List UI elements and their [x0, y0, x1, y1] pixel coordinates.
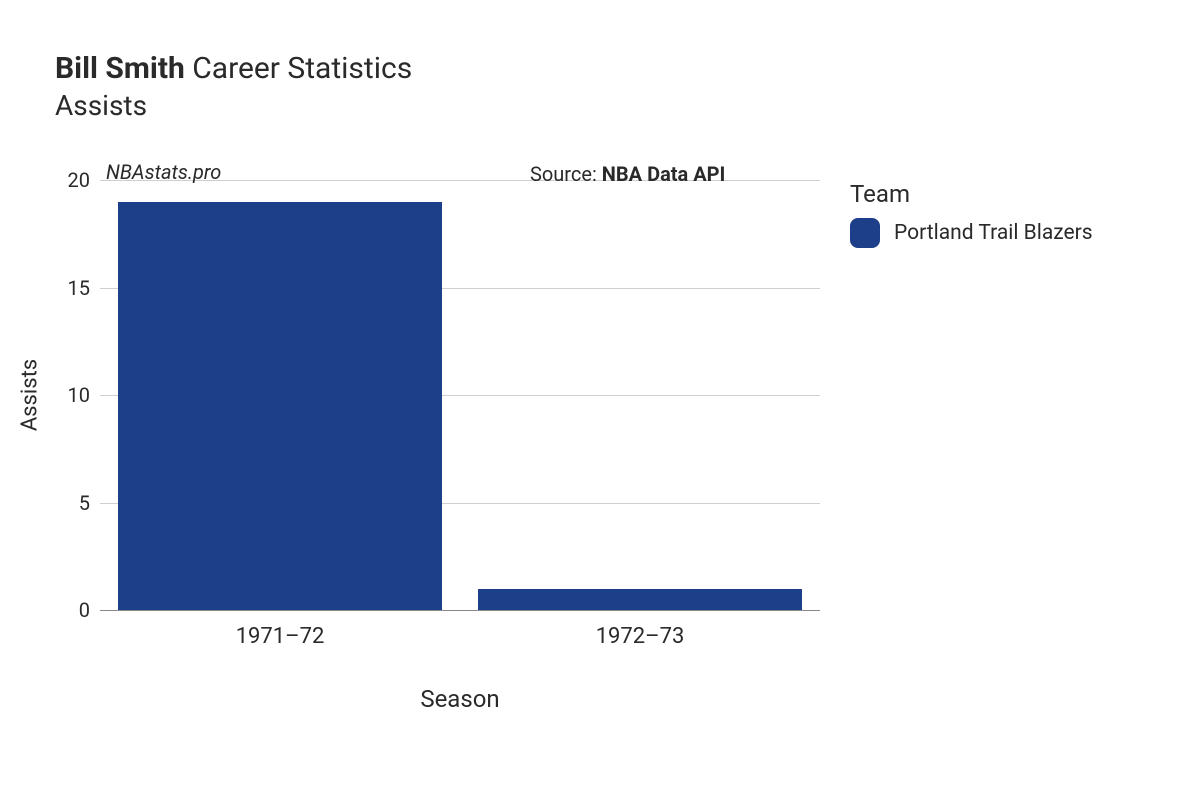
x-axis-label: Season — [420, 685, 499, 713]
watermark-text: NBAstats.pro — [106, 160, 221, 184]
source-attribution: Source: NBA Data API — [530, 162, 725, 186]
y-axis-label: Assists — [18, 359, 43, 431]
source-prefix: Source: — [530, 162, 602, 186]
title-player-name: Bill Smith — [55, 51, 185, 86]
plot-area: 051015201971–721972–73 — [100, 180, 820, 610]
y-tick-label: 5 — [50, 491, 90, 515]
legend-item-label: Portland Trail Blazers — [894, 221, 1093, 245]
x-tick-label: 1971–72 — [236, 624, 325, 649]
chart-title: Bill Smith Career Statistics — [55, 50, 1155, 88]
legend-item: Portland Trail Blazers — [850, 218, 1093, 248]
y-tick-label: 10 — [50, 383, 90, 407]
legend-swatch — [850, 218, 880, 248]
legend: Team Portland Trail Blazers — [850, 180, 1093, 248]
chart-header: Bill Smith Career Statistics Assists — [55, 50, 1155, 124]
x-tick-label: 1972–73 — [596, 624, 685, 649]
y-tick-label: 0 — [50, 598, 90, 622]
y-tick-label: 15 — [50, 276, 90, 300]
x-axis-line — [100, 610, 820, 611]
y-tick-label: 20 — [50, 168, 90, 192]
bar — [478, 589, 802, 611]
legend-title: Team — [850, 180, 1093, 208]
chart-subtitle: Assists — [55, 88, 1155, 124]
title-suffix: Career Statistics — [185, 51, 412, 86]
bar — [118, 202, 442, 611]
source-name: NBA Data API — [602, 162, 726, 186]
